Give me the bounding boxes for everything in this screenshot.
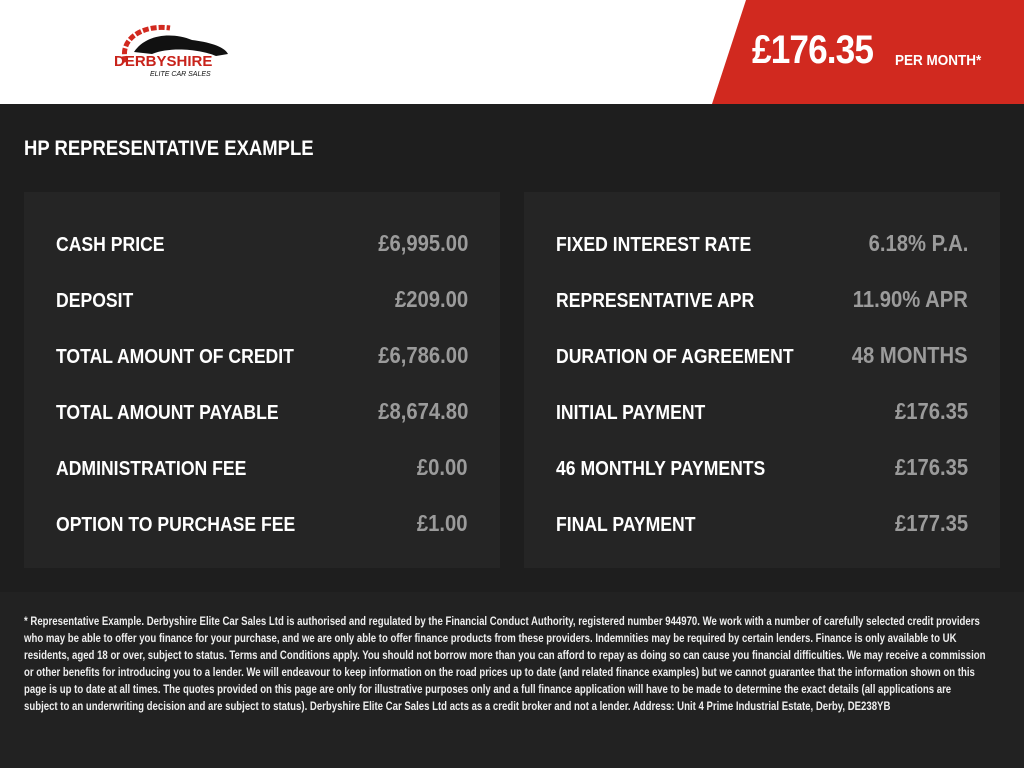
row-value: 48 MONTHS bbox=[852, 342, 968, 368]
finance-row: DEPOSIT £209.00 bbox=[56, 286, 468, 316]
svg-text:ELITE CAR SALES: ELITE CAR SALES bbox=[150, 71, 211, 78]
row-value: £209.00 bbox=[394, 286, 468, 312]
row-value: £6,786.00 bbox=[377, 342, 468, 368]
header: DERBYSHIRE ELITE CAR SALES £176.35 PER M… bbox=[0, 0, 1024, 104]
finance-row: DURATION OF AGREEMENT 48 MONTHS bbox=[556, 342, 968, 372]
finance-row: INITIAL PAYMENT £176.35 bbox=[556, 398, 968, 428]
disclaimer-line: subject to an underwriting decision and … bbox=[24, 699, 891, 713]
row-value: £176.35 bbox=[894, 398, 968, 424]
finance-row: TOTAL AMOUNT PAYABLE £8,674.80 bbox=[56, 398, 468, 428]
svg-text:DERBYSHIRE: DERBYSHIRE bbox=[114, 53, 212, 70]
section-title: HP REPRESENTATIVE EXAMPLE bbox=[24, 137, 314, 160]
disclaimer-line: * Representative Example. Derbyshire Eli… bbox=[24, 614, 980, 628]
row-value: 11.90% APR bbox=[852, 286, 968, 312]
row-label: 46 MONTHLY PAYMENTS bbox=[556, 458, 766, 480]
row-value: £1.00 bbox=[417, 510, 468, 536]
row-value: 6.18% P.A. bbox=[868, 230, 968, 256]
finance-row: CASH PRICE £6,995.00 bbox=[56, 230, 468, 260]
finance-row: ADMINISTRATION FEE £0.00 bbox=[56, 454, 468, 484]
monthly-price: £176.35 bbox=[752, 28, 874, 72]
row-label: REPRESENTATIVE APR bbox=[556, 290, 755, 312]
finance-row: TOTAL AMOUNT OF CREDIT £6,786.00 bbox=[56, 342, 468, 372]
row-label: FIXED INTEREST RATE bbox=[556, 234, 752, 256]
finance-row: REPRESENTATIVE APR 11.90% APR bbox=[556, 286, 968, 316]
finance-panel-right: FIXED INTEREST RATE 6.18% P.A. REPRESENTAT… bbox=[524, 192, 1000, 568]
row-label: DEPOSIT bbox=[56, 290, 134, 312]
finance-row: OPTION TO PURCHASE FEE £1.00 bbox=[56, 510, 468, 540]
row-label: TOTAL AMOUNT PAYABLE bbox=[56, 402, 279, 424]
disclaimer-line: who may be able to offer you finance for… bbox=[24, 631, 957, 645]
disclaimer-line: or other benefits for introducing you to… bbox=[24, 665, 975, 679]
row-value: £0.00 bbox=[417, 454, 468, 480]
row-label: TOTAL AMOUNT OF CREDIT bbox=[56, 346, 294, 368]
row-label: DURATION OF AGREEMENT bbox=[556, 346, 794, 368]
monthly-price-banner: £176.35 PER MONTH* bbox=[712, 0, 1024, 104]
row-value: £176.35 bbox=[894, 454, 968, 480]
finance-panel-left: CASH PRICE £6,995.00 DEPOSIT £209.00 TOTAL A… bbox=[24, 192, 500, 568]
finance-row: FIXED INTEREST RATE 6.18% P.A. bbox=[556, 230, 968, 260]
row-value: £8,674.80 bbox=[377, 398, 468, 424]
row-label: CASH PRICE bbox=[56, 234, 165, 256]
disclaimer-line: page is up to date at all times. The quo… bbox=[24, 682, 952, 696]
row-label: ADMINISTRATION FEE bbox=[56, 458, 247, 480]
row-label: INITIAL PAYMENT bbox=[556, 402, 706, 424]
per-month-label: PER MONTH* bbox=[895, 52, 982, 69]
row-value: £177.35 bbox=[894, 510, 968, 536]
disclaimer-line: residents, aged 18 or over, subject to s… bbox=[24, 648, 986, 662]
row-label: FINAL PAYMENT bbox=[556, 514, 696, 536]
row-label: OPTION TO PURCHASE FEE bbox=[56, 514, 296, 536]
row-value: £6,995.00 bbox=[377, 230, 468, 256]
disclaimer: * Representative Example. Derbyshire Eli… bbox=[0, 592, 1024, 768]
finance-row: 46 MONTHLY PAYMENTS £176.35 bbox=[556, 454, 968, 484]
finance-row: FINAL PAYMENT £177.35 bbox=[556, 510, 968, 540]
derbyshire-elite-logo[interactable]: DERBYSHIRE ELITE CAR SALES bbox=[112, 20, 236, 82]
